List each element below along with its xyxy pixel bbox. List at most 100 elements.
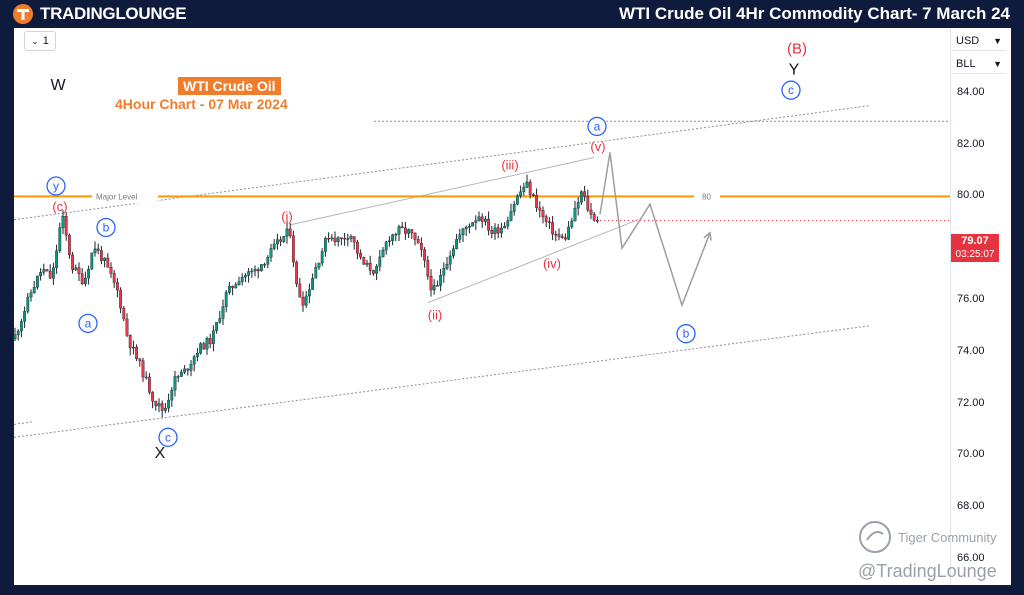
candle-down [256, 269, 260, 272]
frame-right [1010, 28, 1024, 595]
price-axis-tick: 80.00 [957, 189, 985, 202]
candle-up [474, 220, 478, 223]
projection-path [599, 152, 712, 308]
candle-up [477, 216, 481, 221]
candle-up [330, 237, 334, 240]
candle-down [135, 346, 139, 359]
wave-circle [587, 116, 607, 137]
candle-down [420, 243, 423, 250]
chevron-down-icon: ▼ [993, 35, 1002, 46]
candle-down [560, 236, 564, 238]
candle-down [202, 343, 206, 350]
candle-down [106, 257, 110, 268]
candle-down [77, 267, 81, 274]
candle-up [205, 338, 209, 350]
wave-label: (iv) [543, 256, 561, 271]
chevron-down-icon: ▼ [993, 58, 1002, 69]
candle-up [503, 225, 506, 229]
major-level-value-bg [694, 189, 720, 204]
candle-up [349, 236, 353, 239]
candle-down [416, 239, 420, 244]
candle-down [557, 234, 561, 237]
logo-text: TRADINGLOUNGE [40, 4, 187, 23]
channel-line-outer-lower [14, 325, 870, 438]
candle-down [115, 282, 119, 291]
candle-up [365, 262, 369, 265]
candle-up [247, 271, 250, 276]
candle-up [484, 218, 487, 222]
candle-up [83, 277, 87, 284]
candle-up [381, 249, 385, 258]
candle-up [285, 228, 289, 237]
candle-up [195, 353, 199, 357]
major-level: Major Level 80 [14, 189, 950, 204]
candle-down [583, 191, 587, 197]
unit-select[interactable]: BLL ▼ [952, 54, 1006, 74]
candle-up [240, 276, 244, 282]
candle-up [439, 275, 442, 286]
candle-down [400, 226, 404, 229]
price-axis[interactable] [950, 28, 1011, 585]
candle-up [103, 257, 107, 261]
candle-down [426, 260, 430, 277]
candle-up [167, 399, 170, 409]
candle-down [186, 368, 190, 371]
candle-up [189, 363, 193, 371]
candle-down [372, 270, 375, 274]
last-price-tag: 79.07 03:25:07 [951, 234, 999, 262]
chevron-down-icon: ⌄ [31, 35, 39, 46]
candle-down [548, 221, 551, 223]
chart-label-subtitle: 4Hour Chart - 07 Mar 2024 [115, 96, 288, 112]
candle-down [64, 216, 68, 236]
candle-down [490, 230, 494, 234]
candle-up [391, 234, 394, 241]
bar-countdown: 03:25:07 [955, 249, 995, 260]
channel-line-inner-lower [427, 219, 639, 304]
candle-down [343, 237, 346, 240]
candle-down [128, 335, 132, 349]
candle-down [99, 250, 103, 261]
channel-lines [14, 105, 950, 438]
candle-up [224, 292, 228, 307]
interval-button[interactable]: ⌄ 1 [24, 31, 56, 51]
candle-up [42, 269, 46, 273]
candle-down [359, 253, 362, 258]
wave-circle [78, 313, 98, 333]
candle-up [567, 226, 571, 240]
price-axis-tick: 82.00 [957, 137, 985, 150]
price-axis-tick: 70.00 [957, 448, 985, 461]
candle-up [221, 306, 225, 319]
candle-up [74, 267, 78, 270]
candle-up [183, 368, 186, 373]
candle-down [112, 273, 116, 283]
candle-up [317, 262, 321, 268]
wave-label: Y [789, 61, 800, 78]
candle-up [576, 202, 580, 209]
wave-circle [46, 176, 66, 196]
wave-label: (c) [52, 199, 67, 214]
candle-up [243, 275, 247, 278]
candle-up [452, 248, 455, 257]
candle-up [516, 195, 519, 205]
candle-up [461, 228, 465, 235]
candle-up [176, 376, 180, 378]
candle-down [288, 228, 292, 237]
candle-down [564, 237, 567, 240]
tiger-community-icon [859, 521, 891, 553]
price-chart[interactable]: Major Level 80 Wy(c)bacX(i)(ii)(iii)(iv)(… [14, 28, 950, 585]
candle-up [509, 211, 513, 221]
candle-up [397, 226, 401, 235]
candle-down [119, 289, 123, 309]
candle-up [445, 263, 449, 269]
candle-up [320, 251, 324, 264]
candle-down [589, 209, 593, 215]
candle-up [29, 292, 33, 298]
candle-up [211, 330, 215, 344]
candle-down [327, 237, 330, 240]
currency-select[interactable]: USD ▼ [952, 31, 1006, 51]
candle-down [496, 227, 500, 234]
candle-down [45, 269, 49, 272]
candle-up [378, 256, 382, 267]
candle-down [596, 220, 599, 222]
